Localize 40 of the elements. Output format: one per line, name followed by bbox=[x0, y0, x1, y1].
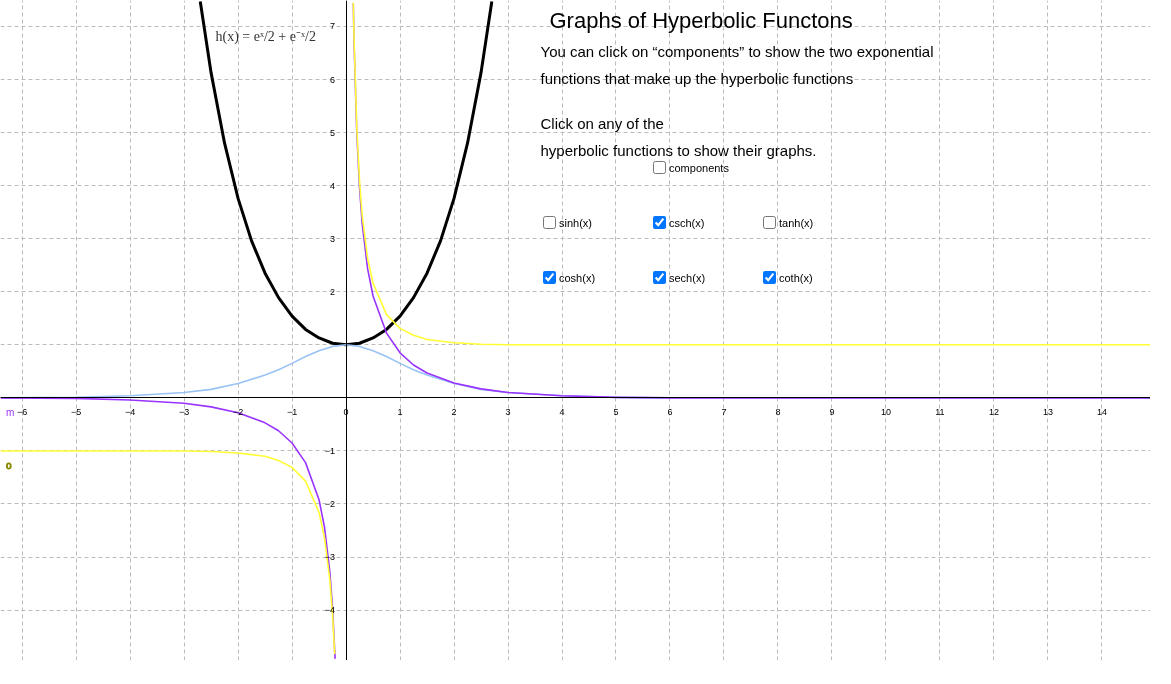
y-tick-label: 2 bbox=[330, 286, 336, 297]
x-tick-label: 2 bbox=[451, 406, 457, 417]
annotation: You can click on “components” to show the two exponential functions that make up the hyperbolic functions bbox=[540, 42, 934, 87]
x-tick-label: −4 bbox=[124, 406, 136, 417]
annotation: Click on any of the hyperbolic functions to show their graphs. bbox=[540, 114, 817, 159]
x-tick-label: 9 bbox=[829, 406, 835, 417]
series-label: m bbox=[5, 407, 15, 419]
x-tick-label: 10 bbox=[880, 406, 891, 417]
y-tick-label: −1 bbox=[324, 445, 336, 456]
annotation: sinh(x) bbox=[559, 217, 593, 229]
y-tick-label: 4 bbox=[330, 180, 336, 191]
x-tick-label: 14 bbox=[1096, 406, 1107, 417]
y-tick-label: −2 bbox=[324, 498, 336, 509]
x-tick-label: 12 bbox=[988, 406, 999, 417]
y-tick-label: 6 bbox=[330, 74, 336, 85]
x-tick-label: 4 bbox=[559, 406, 565, 417]
x-tick-label: 3 bbox=[505, 406, 511, 417]
annotation: cosh(x) bbox=[559, 272, 596, 284]
x-tick-label: −6 bbox=[16, 406, 28, 417]
x-tick-label: −5 bbox=[70, 406, 82, 417]
x-tick-label: −3 bbox=[178, 406, 190, 417]
x-tick-label: 8 bbox=[775, 406, 781, 417]
chart-title: Graphs of Hyperbolic Functons bbox=[549, 7, 853, 33]
x-tick-label: 13 bbox=[1042, 406, 1053, 417]
annotation: sech(x) bbox=[669, 272, 706, 284]
x-tick-label: −1 bbox=[286, 406, 298, 417]
annotation: components bbox=[669, 162, 729, 174]
series-label: o bbox=[5, 460, 12, 472]
x-tick-label: 7 bbox=[721, 406, 727, 417]
annotation: csch(x) bbox=[669, 217, 705, 229]
y-tick-label: 7 bbox=[330, 21, 336, 32]
x-tick-label: 11 bbox=[935, 406, 945, 417]
x-tick-label: 5 bbox=[613, 406, 619, 417]
x-tick-label: 6 bbox=[667, 406, 673, 417]
x-tick-label: 1 bbox=[397, 406, 403, 417]
annotation: tanh(x) bbox=[779, 217, 814, 229]
y-tick-label: 5 bbox=[330, 127, 336, 138]
annotation: h(x) = eˣ/2 + e⁻ˣ/2 bbox=[215, 28, 316, 45]
y-tick-label: 3 bbox=[330, 233, 336, 244]
annotation: coth(x) bbox=[779, 272, 813, 284]
